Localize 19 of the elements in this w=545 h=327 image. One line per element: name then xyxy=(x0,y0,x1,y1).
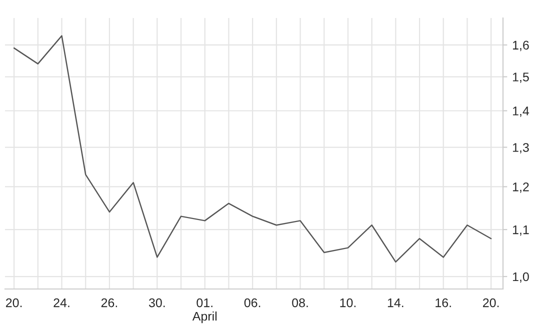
x-tick-label: 10. xyxy=(340,298,356,308)
line-series xyxy=(13,35,492,263)
x-tick-label: 20. xyxy=(483,298,499,308)
y-tick-label: 1,6 xyxy=(512,40,529,52)
x-tick-label: 30. xyxy=(148,298,165,308)
y-tick-label: 1,4 xyxy=(512,106,530,117)
x-tick-label: 08. xyxy=(292,298,308,308)
y-tick-label: 1,1 xyxy=(512,226,529,236)
x-tick-label: 20. xyxy=(6,298,22,308)
y-tick-label: 1,0 xyxy=(512,272,529,283)
y-tick-label: 1,2 xyxy=(512,182,529,193)
x-tick-label: 16. xyxy=(436,298,451,308)
x-tick-label: 14. xyxy=(388,298,404,308)
x-tick-label: 26. xyxy=(101,298,118,308)
y-tick-label: 1,3 xyxy=(512,143,529,154)
y-tick-label: 1,5 xyxy=(512,72,529,83)
x-tick-label: 06. xyxy=(244,298,260,308)
x-tick-label: 01. April xyxy=(192,298,217,324)
x-tick-label: 24. xyxy=(54,298,70,308)
